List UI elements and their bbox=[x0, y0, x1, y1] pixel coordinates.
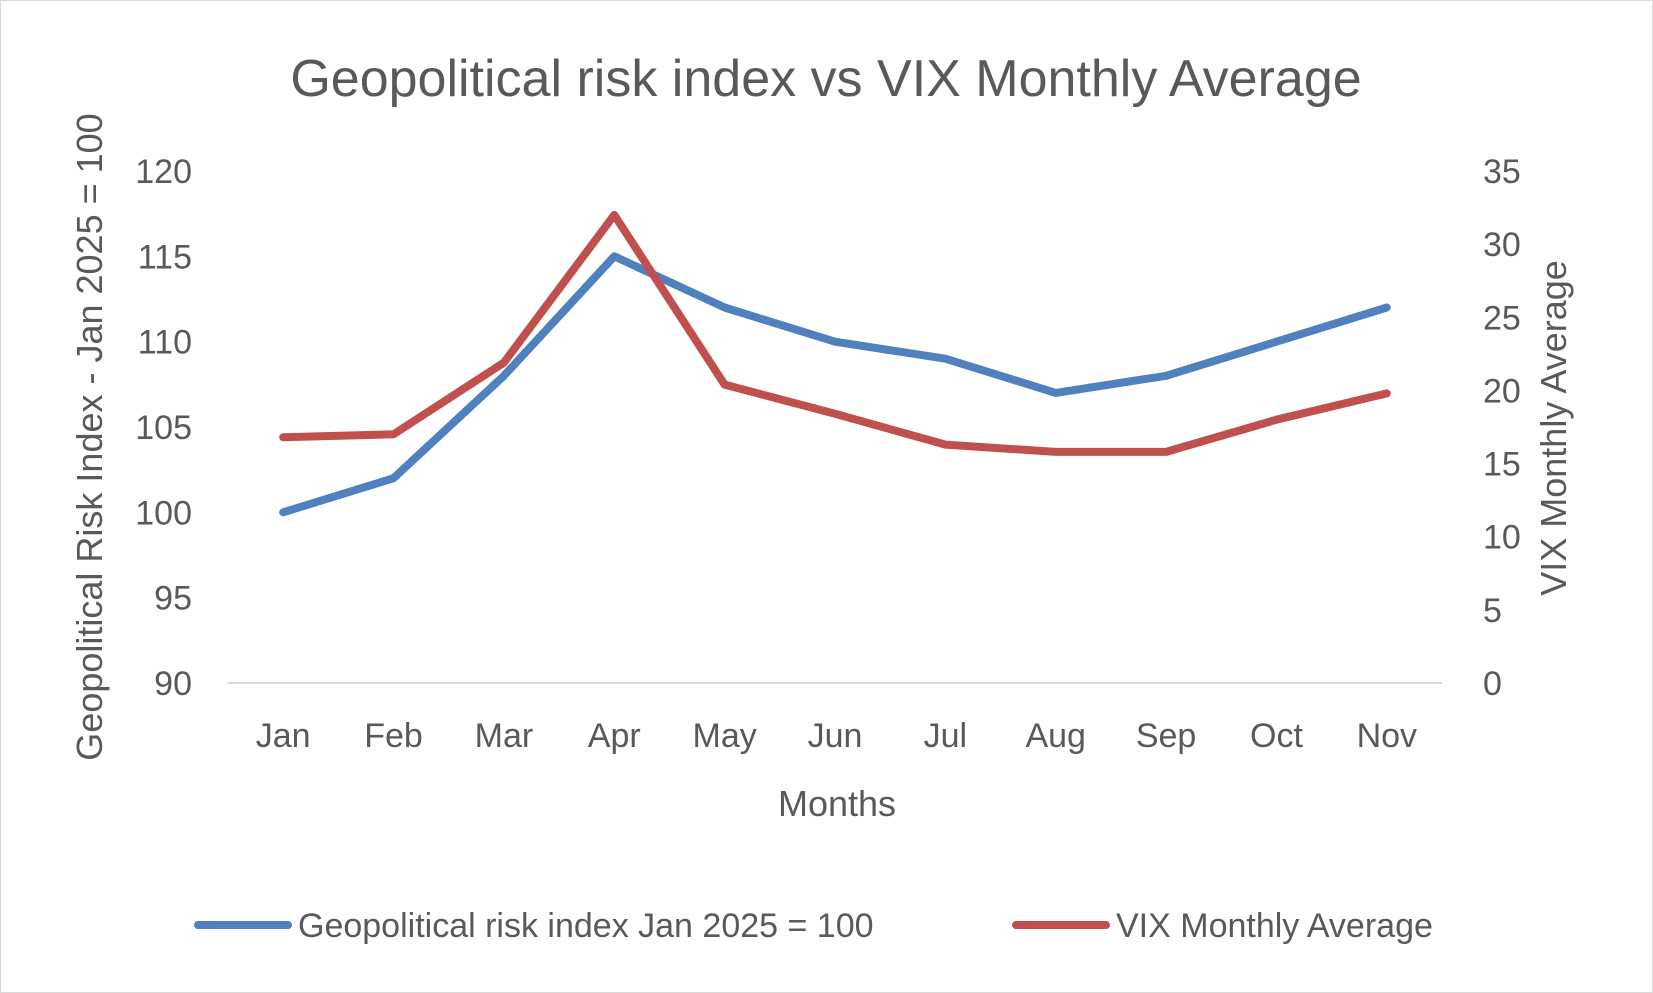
x-tick-label: Jun bbox=[808, 717, 863, 755]
chart-title: Geopolitical risk index vs VIX Monthly A… bbox=[290, 50, 1361, 108]
y-tick-label: 100 bbox=[135, 494, 192, 532]
x-tick-label: Jul bbox=[924, 717, 967, 755]
y-tick-label: 115 bbox=[138, 238, 192, 276]
right-axis-ticks: 0 5 10 15 20 25 30 35 bbox=[1483, 153, 1521, 703]
y2-tick-label: 20 bbox=[1483, 372, 1521, 410]
y2-tick-label: 15 bbox=[1483, 446, 1521, 484]
y-tick-label: 105 bbox=[135, 409, 192, 447]
x-tick-label: Apr bbox=[588, 717, 641, 755]
y-tick-label: 90 bbox=[154, 665, 192, 703]
x-tick-label: May bbox=[693, 717, 757, 755]
y2-tick-label: 35 bbox=[1483, 153, 1521, 191]
series-lines bbox=[279, 210, 1391, 517]
x-tick-label: Oct bbox=[1250, 717, 1303, 755]
y2-tick-label: 25 bbox=[1483, 299, 1521, 337]
x-axis-title: Months bbox=[778, 783, 896, 824]
x-tick-label: Aug bbox=[1025, 717, 1086, 755]
y2-tick-label: 0 bbox=[1483, 665, 1502, 703]
series-line-vix[interactable] bbox=[279, 210, 1391, 456]
x-tick-label: Mar bbox=[475, 717, 534, 755]
x-axis-ticks: Jan Feb Mar Apr May Jun Jul Aug Sep Oct Nov bbox=[256, 717, 1417, 755]
legend-label-geopolitical[interactable]: Geopolitical risk index Jan 2025 = 100 bbox=[298, 907, 874, 945]
legend: Geopolitical risk index Jan 2025 = 100 V… bbox=[194, 907, 1433, 945]
x-tick-label: Jan bbox=[256, 717, 311, 755]
y-axis-title: Geopolitical Risk Index - Jan 2025 = 100 bbox=[69, 113, 110, 760]
x-tick-label: Nov bbox=[1357, 717, 1417, 755]
y2-axis-title: VIX Monthly Average bbox=[1533, 260, 1574, 596]
left-axis-ticks: 90 95 100 105 110 115 120 bbox=[135, 153, 192, 703]
legend-label-vix[interactable]: VIX Monthly Average bbox=[1116, 907, 1433, 945]
y-tick-label: 110 bbox=[138, 324, 192, 362]
y2-tick-label: 30 bbox=[1483, 226, 1521, 264]
x-tick-label: Feb bbox=[364, 717, 423, 755]
series-line-geopolitical[interactable] bbox=[279, 252, 1391, 517]
y2-tick-label: 10 bbox=[1483, 519, 1521, 557]
y-tick-label: 95 bbox=[154, 580, 192, 618]
x-tick-label: Sep bbox=[1136, 717, 1197, 755]
y2-tick-label: 5 bbox=[1483, 592, 1502, 630]
y-tick-label: 120 bbox=[135, 153, 192, 191]
